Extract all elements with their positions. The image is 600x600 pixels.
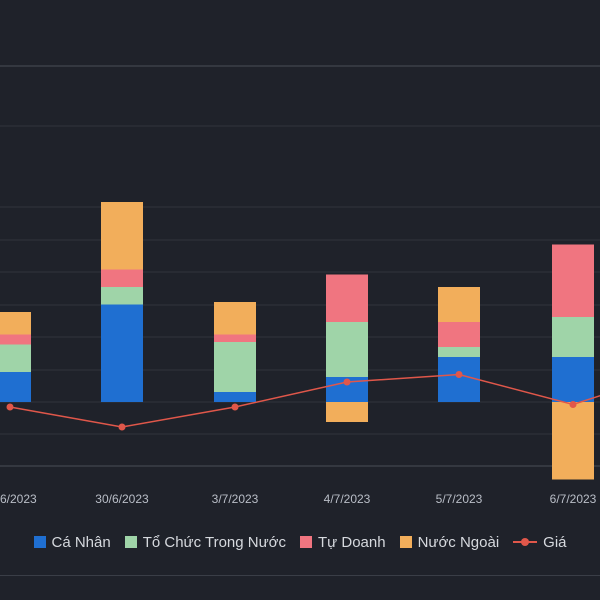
price-point [118, 423, 126, 431]
legend-item-to-chuc-trong-nuoc[interactable]: Tổ Chức Trong Nước [124, 533, 286, 551]
bar-segment [438, 357, 480, 402]
bar-segment [438, 287, 480, 322]
bar-segment [552, 357, 594, 402]
divider [0, 575, 600, 576]
price-point [569, 401, 577, 408]
price-point [455, 371, 463, 378]
x-tick-label: 6/7/2023 [550, 492, 597, 506]
bar-segment [326, 402, 368, 422]
legend-item-tu-doanh[interactable]: Tự Doanh [300, 534, 386, 551]
bar-segment [552, 317, 594, 357]
legend-swatch-ca-nhan [33, 536, 46, 548]
legend: Cá Nhân Tổ Chức Trong Nước Tự Doanh Nước… [0, 530, 600, 554]
x-tick-label: 29/6/2023 [0, 492, 37, 506]
bar-segment [552, 244, 594, 317]
price-point [231, 403, 239, 411]
legend-item-nuoc-ngoai[interactable]: Nước Ngoài [399, 533, 500, 551]
legend-swatch-tu-doanh [300, 536, 312, 548]
legend-label: Tổ Chức Trong Nước [142, 533, 286, 551]
x-tick-label: 5/7/2023 [436, 492, 483, 506]
legend-item-gia[interactable]: Giá [513, 533, 567, 551]
bar-segment [214, 302, 256, 335]
legend-line-swatch-gia [513, 536, 538, 548]
bar-segment [0, 372, 31, 402]
bar-segment [326, 274, 368, 322]
bar-segment [0, 312, 31, 335]
legend-label: Cá Nhân [51, 533, 111, 551]
price-point [6, 403, 14, 411]
bar-segment [552, 402, 594, 480]
price-point [343, 378, 351, 386]
bar-segment [214, 392, 256, 402]
bar-segment [101, 269, 143, 287]
legend-item-ca-nhan[interactable]: Cá Nhân [33, 533, 111, 551]
price-line [9, 373, 600, 428]
bar-segment [0, 344, 31, 372]
x-tick-label: 3/7/2023 [212, 492, 259, 506]
x-tick-label: 4/7/2023 [324, 492, 371, 506]
x-tick-label: 30/6/2023 [95, 492, 149, 506]
bar-segment [438, 322, 480, 347]
legend-label: Tự Doanh [318, 533, 386, 551]
bar-segment [101, 304, 143, 402]
bar-segment [101, 287, 143, 305]
bar-segment [438, 347, 480, 357]
bar-segment [101, 202, 143, 270]
bar-segment [0, 334, 31, 345]
legend-swatch-nuoc-ngoai [399, 536, 412, 548]
bar-segment [214, 342, 256, 392]
bar-segment [214, 334, 256, 342]
legend-label: Nước Ngoài [417, 533, 500, 551]
legend-label: Giá [543, 533, 567, 551]
bar-segment [326, 322, 368, 377]
legend-swatch-to-chuc [124, 536, 137, 548]
